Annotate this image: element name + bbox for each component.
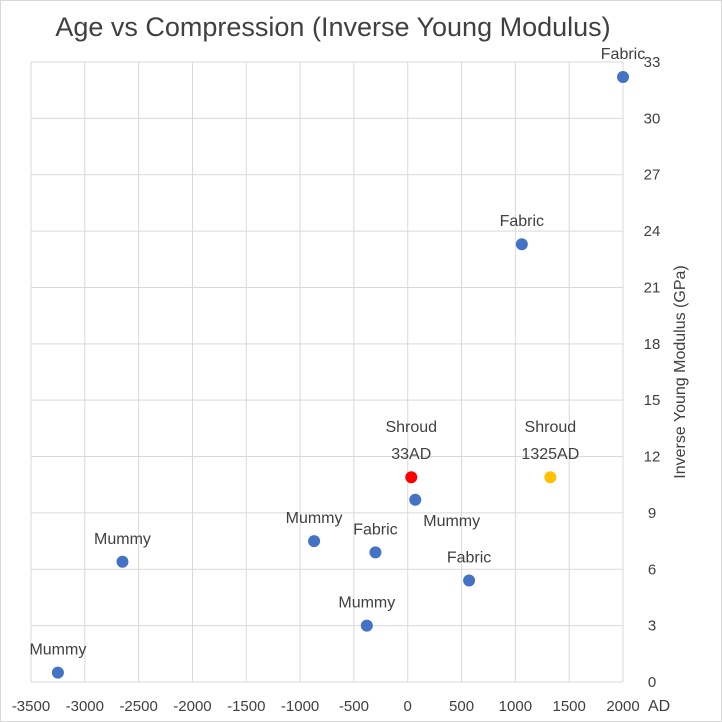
x-tick-label: 2000 <box>606 698 639 715</box>
grid-lines <box>30 61 624 683</box>
y-tick-label: 33 <box>644 54 661 71</box>
data-label: Mummy <box>94 531 151 548</box>
y-tick-label: 21 <box>644 279 661 296</box>
x-tick-label: -500 <box>339 698 369 715</box>
x-tick-label: 1500 <box>552 698 585 715</box>
y-axis-label: Inverse Young Modulus (GPa) <box>672 265 689 478</box>
y-tick-label: 0 <box>648 674 656 691</box>
data-label: 33AD <box>391 446 431 463</box>
data-label: Mummy <box>286 510 343 527</box>
data-label: Fabric <box>447 550 491 567</box>
x-tick-label: -1000 <box>281 698 319 715</box>
data-point <box>515 238 528 251</box>
data-label: Fabric <box>601 46 645 63</box>
data-point <box>360 619 373 632</box>
y-tick-label: 3 <box>648 618 656 635</box>
data-point <box>369 546 382 559</box>
data-point <box>116 555 129 568</box>
data-point <box>405 471 418 484</box>
x-tick-label: 1000 <box>499 698 532 715</box>
data-point <box>617 71 629 84</box>
y-tick-label: 27 <box>644 167 661 184</box>
chart-title: Age vs Compression (Inverse Young Modulu… <box>55 12 610 42</box>
data-point <box>51 666 64 679</box>
y-tick-label: 6 <box>648 561 656 578</box>
x-tick-label: 500 <box>449 698 474 715</box>
y-tick-label: 9 <box>648 505 656 522</box>
y-tick-label: 15 <box>644 392 661 409</box>
data-label: 1325AD <box>521 446 579 463</box>
data-label: Shroud <box>385 419 437 436</box>
x-tick-label: 0 <box>404 698 412 715</box>
x-tick-label: -2000 <box>173 698 211 715</box>
x-tick-label: -2500 <box>119 698 157 715</box>
x-tick-label: -1500 <box>227 698 265 715</box>
data-label: Shroud <box>525 419 577 436</box>
x-tick-label: -3000 <box>66 698 104 715</box>
data-point <box>463 574 476 587</box>
point-labels: Mummy Mummy Mummy Fabric Mummy Mummy Fabric Fab… <box>29 46 645 659</box>
data-point <box>308 535 321 548</box>
x-unit-label: AD <box>648 698 670 715</box>
y-tick-label: 24 <box>644 223 661 240</box>
y-tick-labels: 0 3 6 9 12 15 18 21 24 27 30 33 <box>644 54 661 691</box>
data-label: Fabric <box>500 213 544 230</box>
data-label: Mummy <box>338 595 395 612</box>
data-point <box>544 471 557 484</box>
y-tick-label: 30 <box>644 110 661 127</box>
data-label: Fabric <box>353 521 397 538</box>
y-tick-label: 18 <box>644 336 661 353</box>
data-point <box>409 493 422 506</box>
data-label: Mummy <box>423 513 480 530</box>
x-tick-labels: -3500 -3000 -2500 -2000 -1500 -1000 -500 0 500 10… <box>12 698 640 715</box>
y-tick-label: 12 <box>644 449 661 466</box>
x-tick-label: -3500 <box>12 698 50 715</box>
data-label: Mummy <box>29 642 86 659</box>
data-points <box>51 71 629 679</box>
